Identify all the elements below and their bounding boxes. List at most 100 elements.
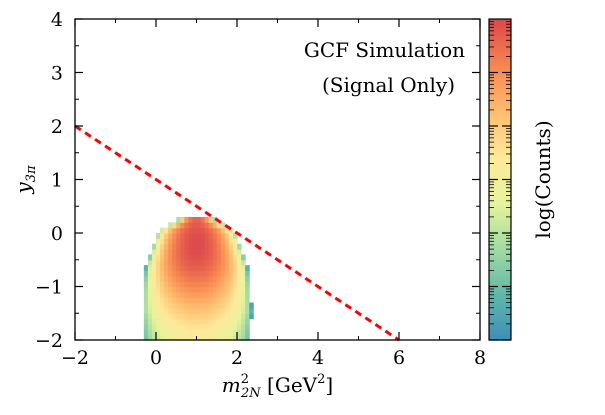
heatmap-bin [220,307,226,314]
heatmap-bin [160,286,165,293]
heatmap-bin [172,323,177,330]
heatmap-bin [151,259,157,266]
heatmap-bin [147,307,153,314]
heatmap-bin [156,270,161,277]
heatmap-bin [216,227,222,234]
x-tick-label: 2 [231,347,243,369]
heatmap-bin [147,270,153,277]
heatmap-bin [224,329,230,336]
heatmap-bin [143,265,149,272]
heatmap-bin [245,307,250,314]
heatmap-bin [241,297,246,304]
colorbar-segment [489,318,511,322]
heatmap-bin [180,216,185,223]
heatmap-bin [168,329,173,336]
heatmap-bin [188,286,194,293]
heatmap-bin [188,249,194,255]
heatmap-bin [232,249,238,255]
colorbar-segment [489,270,511,274]
colorbar-segment [489,35,511,39]
heatmap-bin [216,297,222,304]
heatmap-bin [176,291,181,298]
heatmap-bin [228,275,234,282]
heatmap-bin [180,222,185,229]
heatmap-bin [184,313,189,320]
heatmap-bin [196,281,202,288]
x-axis-sup: 2 [241,372,249,387]
heatmap-bin [216,334,222,341]
colorbar-segment [489,198,511,202]
heatmap-bin [212,270,218,277]
colorbar-segment [489,337,511,341]
heatmap-bin [168,281,173,288]
heatmap-bin [224,265,230,272]
heatmap-bin [237,259,242,266]
heatmap-bin [228,291,234,298]
heatmap-bin [220,265,226,272]
heatmap-bin [172,259,177,266]
heatmap-bin [204,307,210,314]
colorbar-label: log(Counts) [531,120,555,238]
annotation-line-2: (Signal Only) [322,73,455,97]
heatmap-bin [164,297,169,304]
colorbar-segment [489,321,511,325]
heatmap-bin [220,313,226,320]
heatmap-bin [232,281,238,288]
heatmap-bin [241,329,246,336]
heatmap-bin [196,216,202,223]
heatmap-bin [212,275,218,282]
heatmap-bin [172,334,177,341]
heatmap-bin [237,265,242,272]
heatmap-bin [176,270,181,277]
cut-line [74,124,400,342]
heatmap-bin [237,249,242,255]
colorbar-segment [489,83,511,87]
colorbar-segment [489,40,511,44]
heatmap-bin [245,329,250,336]
heatmap-bin [241,270,246,277]
heatmap-bin [164,254,169,261]
heatmap-bin [204,265,210,272]
y-tick-label: −2 [35,330,63,352]
heatmap-bin [151,329,157,336]
heatmap-bin [200,259,206,266]
colorbar-segment [489,48,511,52]
heatmap-bin [212,291,218,298]
heatmap-bin [200,286,206,293]
heatmap-bin [232,329,238,336]
colorbar-segment [489,323,511,328]
colorbar-segment [489,134,511,138]
colorbar-segment [489,168,511,173]
heatmap-bin [200,334,206,341]
heatmap-bin [164,281,169,288]
heatmap-bin [220,329,226,336]
heatmap-bin [192,334,198,341]
heatmap-bin [160,270,165,277]
heatmap-bin [232,318,238,325]
heatmap-bin [237,275,242,282]
heatmap-bin [172,313,177,320]
x-tick-label: 6 [393,347,405,369]
heatmap-bin [200,281,206,288]
heatmap-bin [184,318,189,325]
heatmap-bin [192,233,198,239]
y-axis-var: y [11,182,35,195]
heatmap-bin [216,307,222,314]
heatmap-bin [164,318,169,325]
colorbar-segment [489,326,511,330]
heatmap-bin [196,307,202,314]
heatmap-bin [188,243,194,250]
heatmap-bin [196,286,202,293]
heatmap-bin [200,307,206,314]
heatmap-bin [212,286,218,293]
heatmap-bin [204,254,210,261]
colorbar-segment [489,142,511,146]
heatmap-bin [224,323,230,330]
colorbar-segment [489,294,511,298]
colorbar-segment [489,192,511,197]
heatmap-bin [192,222,198,229]
heatmap-bin [245,334,250,341]
colorbar-segment [489,267,511,272]
